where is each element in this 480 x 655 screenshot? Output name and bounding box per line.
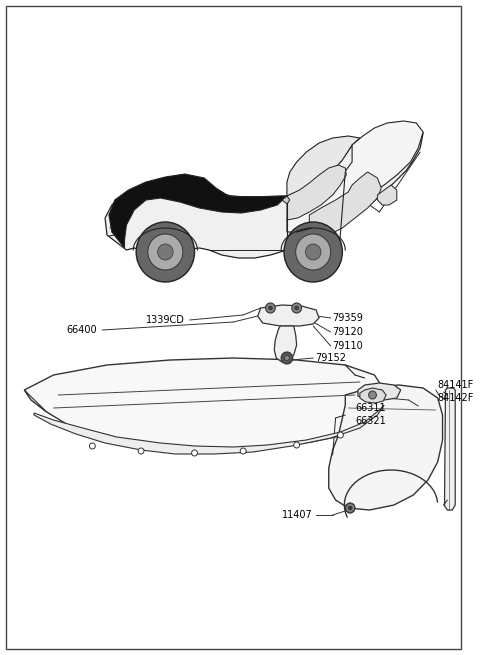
Text: 66311: 66311 — [355, 403, 385, 413]
Text: 1339CD: 1339CD — [146, 315, 185, 325]
Polygon shape — [287, 121, 423, 232]
Polygon shape — [274, 326, 297, 362]
Polygon shape — [360, 388, 386, 403]
Polygon shape — [282, 196, 290, 204]
Circle shape — [192, 450, 197, 456]
Polygon shape — [109, 174, 287, 248]
Polygon shape — [287, 165, 346, 220]
Text: 79120: 79120 — [333, 327, 363, 337]
Circle shape — [157, 244, 173, 260]
Text: 79110: 79110 — [333, 341, 363, 351]
Polygon shape — [258, 305, 319, 326]
Circle shape — [337, 432, 343, 438]
Polygon shape — [309, 172, 381, 235]
Circle shape — [240, 448, 246, 454]
Circle shape — [294, 442, 300, 448]
Circle shape — [296, 234, 331, 270]
Polygon shape — [105, 123, 423, 258]
Circle shape — [136, 222, 194, 282]
Text: 84141F: 84141F — [438, 380, 474, 390]
Polygon shape — [358, 383, 401, 400]
Circle shape — [281, 352, 293, 364]
Circle shape — [148, 234, 183, 270]
Circle shape — [265, 303, 275, 313]
Polygon shape — [444, 388, 455, 510]
Circle shape — [305, 244, 321, 260]
Text: 79152: 79152 — [315, 353, 346, 363]
Polygon shape — [329, 385, 443, 510]
Circle shape — [345, 503, 355, 513]
Text: 66321: 66321 — [355, 416, 386, 426]
Polygon shape — [346, 503, 354, 513]
Polygon shape — [287, 136, 360, 196]
Circle shape — [369, 391, 376, 399]
Text: 84142F: 84142F — [438, 393, 474, 403]
Circle shape — [284, 222, 342, 282]
Polygon shape — [24, 390, 47, 412]
Text: 66400: 66400 — [67, 325, 97, 335]
Circle shape — [268, 306, 272, 310]
Circle shape — [295, 306, 299, 310]
Circle shape — [292, 303, 301, 313]
Polygon shape — [34, 405, 384, 454]
Text: 79359: 79359 — [333, 313, 363, 323]
Circle shape — [138, 448, 144, 454]
Text: 11407: 11407 — [282, 510, 313, 520]
Circle shape — [89, 443, 96, 449]
Circle shape — [348, 506, 352, 510]
Polygon shape — [377, 185, 397, 205]
Circle shape — [285, 356, 289, 360]
Polygon shape — [24, 358, 387, 450]
